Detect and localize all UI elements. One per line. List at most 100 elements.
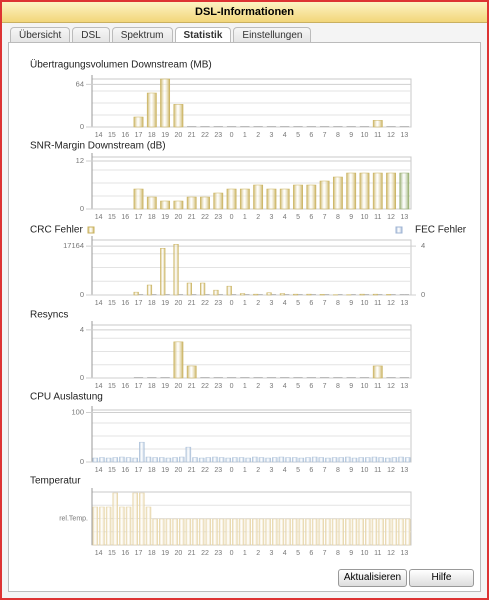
bar xyxy=(365,518,371,546)
x-tick-label: 14 xyxy=(95,300,103,307)
window-title: DSL-Informationen xyxy=(2,2,487,23)
bar xyxy=(319,294,325,296)
legend-swatch xyxy=(87,226,95,234)
bar xyxy=(125,506,132,546)
x-tick-label: 12 xyxy=(387,214,395,221)
y-tick-label: 4 xyxy=(80,325,84,334)
x-tick-label: 22 xyxy=(201,132,209,139)
bar xyxy=(399,377,410,378)
bar xyxy=(178,294,184,295)
bar xyxy=(173,244,179,296)
tab[interactable]: DSL xyxy=(72,27,110,44)
bar xyxy=(258,294,263,295)
chart-title: Temperatur xyxy=(30,476,81,487)
bar xyxy=(187,126,197,127)
bar xyxy=(205,518,212,546)
bar xyxy=(226,188,237,210)
x-tick-label: 10 xyxy=(361,383,369,390)
bar xyxy=(298,457,305,463)
x-tick-label: 15 xyxy=(108,550,116,557)
x-tick-label: 21 xyxy=(188,132,196,139)
bar xyxy=(253,293,259,296)
x-tick-label: 21 xyxy=(188,383,196,390)
bar xyxy=(291,457,298,463)
bar xyxy=(146,92,157,128)
x-tick-label: 7 xyxy=(323,467,327,474)
bar xyxy=(192,518,198,546)
bar xyxy=(332,176,343,210)
bar xyxy=(378,518,384,546)
x-tick-label: 16 xyxy=(121,214,129,221)
bar xyxy=(213,377,223,378)
bar xyxy=(386,126,396,127)
x-tick-label: 14 xyxy=(95,383,103,390)
bar xyxy=(186,365,197,379)
bar xyxy=(306,293,312,296)
x-tick-label: 2 xyxy=(256,550,260,557)
bar xyxy=(213,289,219,296)
x-tick-label: 10 xyxy=(361,300,369,307)
bar xyxy=(372,120,383,128)
x-tick-label: 12 xyxy=(387,300,395,307)
x-tick-label: 19 xyxy=(161,214,169,221)
x-tick-label: 11 xyxy=(374,214,381,221)
x-tick-label: 3 xyxy=(269,383,273,390)
bar xyxy=(398,456,404,463)
bar xyxy=(293,293,299,296)
tab[interactable]: Spektrum xyxy=(111,27,173,44)
bar xyxy=(399,126,410,127)
bar xyxy=(331,457,338,463)
bar xyxy=(200,282,206,296)
bar xyxy=(338,457,344,463)
bar xyxy=(291,518,298,546)
help-button[interactable]: Hilfe xyxy=(409,569,474,587)
bar xyxy=(271,294,277,295)
bar xyxy=(252,456,258,463)
tab[interactable]: Einstellungen xyxy=(233,27,312,44)
refresh-button[interactable]: Aktualisieren xyxy=(338,569,407,587)
x-tick-label: 22 xyxy=(201,550,209,557)
x-tick-label: 0 xyxy=(230,214,234,221)
y-tick-label: 100 xyxy=(71,407,84,416)
x-tick-label: 5 xyxy=(296,300,300,307)
bar xyxy=(245,518,251,546)
bar xyxy=(378,457,384,463)
bar xyxy=(272,457,278,463)
bar xyxy=(319,377,330,378)
bar xyxy=(265,457,271,463)
bar xyxy=(152,457,158,463)
bar xyxy=(112,457,119,463)
x-tick-label: 7 xyxy=(323,300,327,307)
x-tick-label: 20 xyxy=(174,467,182,474)
bar xyxy=(280,126,290,127)
bar xyxy=(186,196,197,210)
x-tick-label: 18 xyxy=(148,214,156,221)
bar xyxy=(285,518,291,546)
bar xyxy=(165,294,170,295)
x-tick-label: 0 xyxy=(230,467,234,474)
bar xyxy=(318,457,325,463)
x-tick-label: 0 xyxy=(230,300,234,307)
x-tick-label: 16 xyxy=(121,132,129,139)
x-tick-label: 17 xyxy=(135,300,143,307)
bar xyxy=(185,518,192,546)
x-tick-label: 4 xyxy=(283,132,287,139)
x-tick-label: 9 xyxy=(349,467,353,474)
x-tick-label: 20 xyxy=(174,132,182,139)
x-tick-label: 7 xyxy=(323,132,327,139)
y2-tick-label: 4 xyxy=(421,241,425,250)
bar xyxy=(186,282,192,296)
tab[interactable]: Übersicht xyxy=(10,27,71,44)
bar xyxy=(306,184,317,210)
bar xyxy=(365,457,371,463)
tab[interactable]: Statistik xyxy=(174,27,232,45)
bar xyxy=(305,457,311,463)
x-tick-label: 18 xyxy=(148,550,156,557)
bar xyxy=(185,446,192,463)
x-tick-label: 18 xyxy=(148,132,156,139)
bar xyxy=(238,457,245,463)
bar xyxy=(160,248,166,296)
x-tick-label: 23 xyxy=(214,550,222,557)
x-tick-label: 19 xyxy=(161,550,169,557)
x-tick-label: 12 xyxy=(387,132,395,139)
